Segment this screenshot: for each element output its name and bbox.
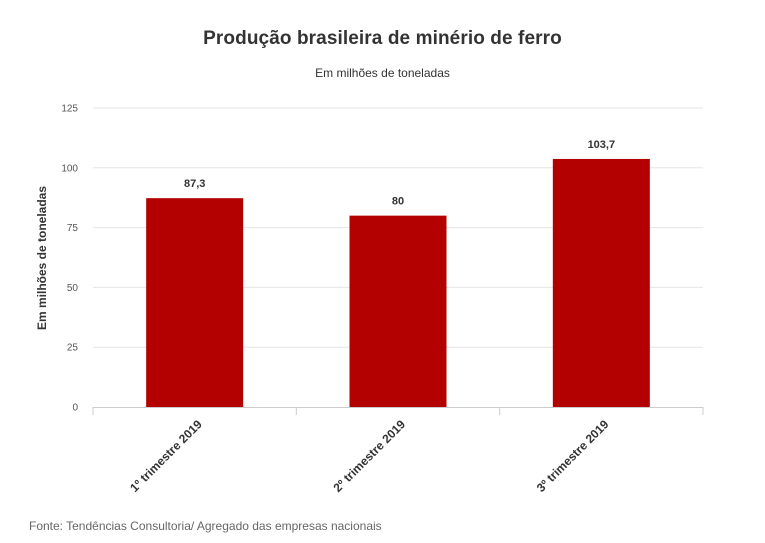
- category-labels: 1º trimestre 2019 2º trimestre 2019 3º tri…: [127, 417, 612, 495]
- y-tick-label: 75: [67, 223, 79, 234]
- y-tick-label: 0: [72, 403, 78, 414]
- category-label: 2º trimestre 2019: [330, 417, 408, 495]
- category-label: 1º trimestre 2019: [127, 417, 205, 495]
- y-axis-label: Em milhões de toneladas: [35, 186, 49, 330]
- source-note: Fonte: Tendências Consultoria/ Agregado …: [29, 519, 382, 533]
- chart-subtitle: Em milhões de toneladas: [315, 66, 450, 80]
- x-tick-marks: [92, 407, 704, 415]
- y-tick-labels: 0 25 50 75 100 125: [61, 104, 78, 414]
- y-tick-label: 100: [61, 163, 78, 174]
- category-label: 3º trimestre 2019: [534, 417, 612, 495]
- chart-title: Produção brasileira de minério de ferro: [203, 28, 562, 49]
- bar: [146, 198, 244, 407]
- y-tick-label: 50: [67, 283, 79, 294]
- data-label: 103,7: [588, 139, 616, 151]
- data-labels: 87,3 80 103,7: [184, 139, 615, 208]
- y-tick-label: 25: [67, 343, 79, 354]
- data-label: 87,3: [184, 178, 205, 190]
- bars: [146, 158, 650, 407]
- bar: [349, 215, 447, 407]
- bar: [552, 158, 650, 407]
- y-tick-label: 125: [61, 104, 78, 115]
- data-label: 80: [392, 196, 404, 208]
